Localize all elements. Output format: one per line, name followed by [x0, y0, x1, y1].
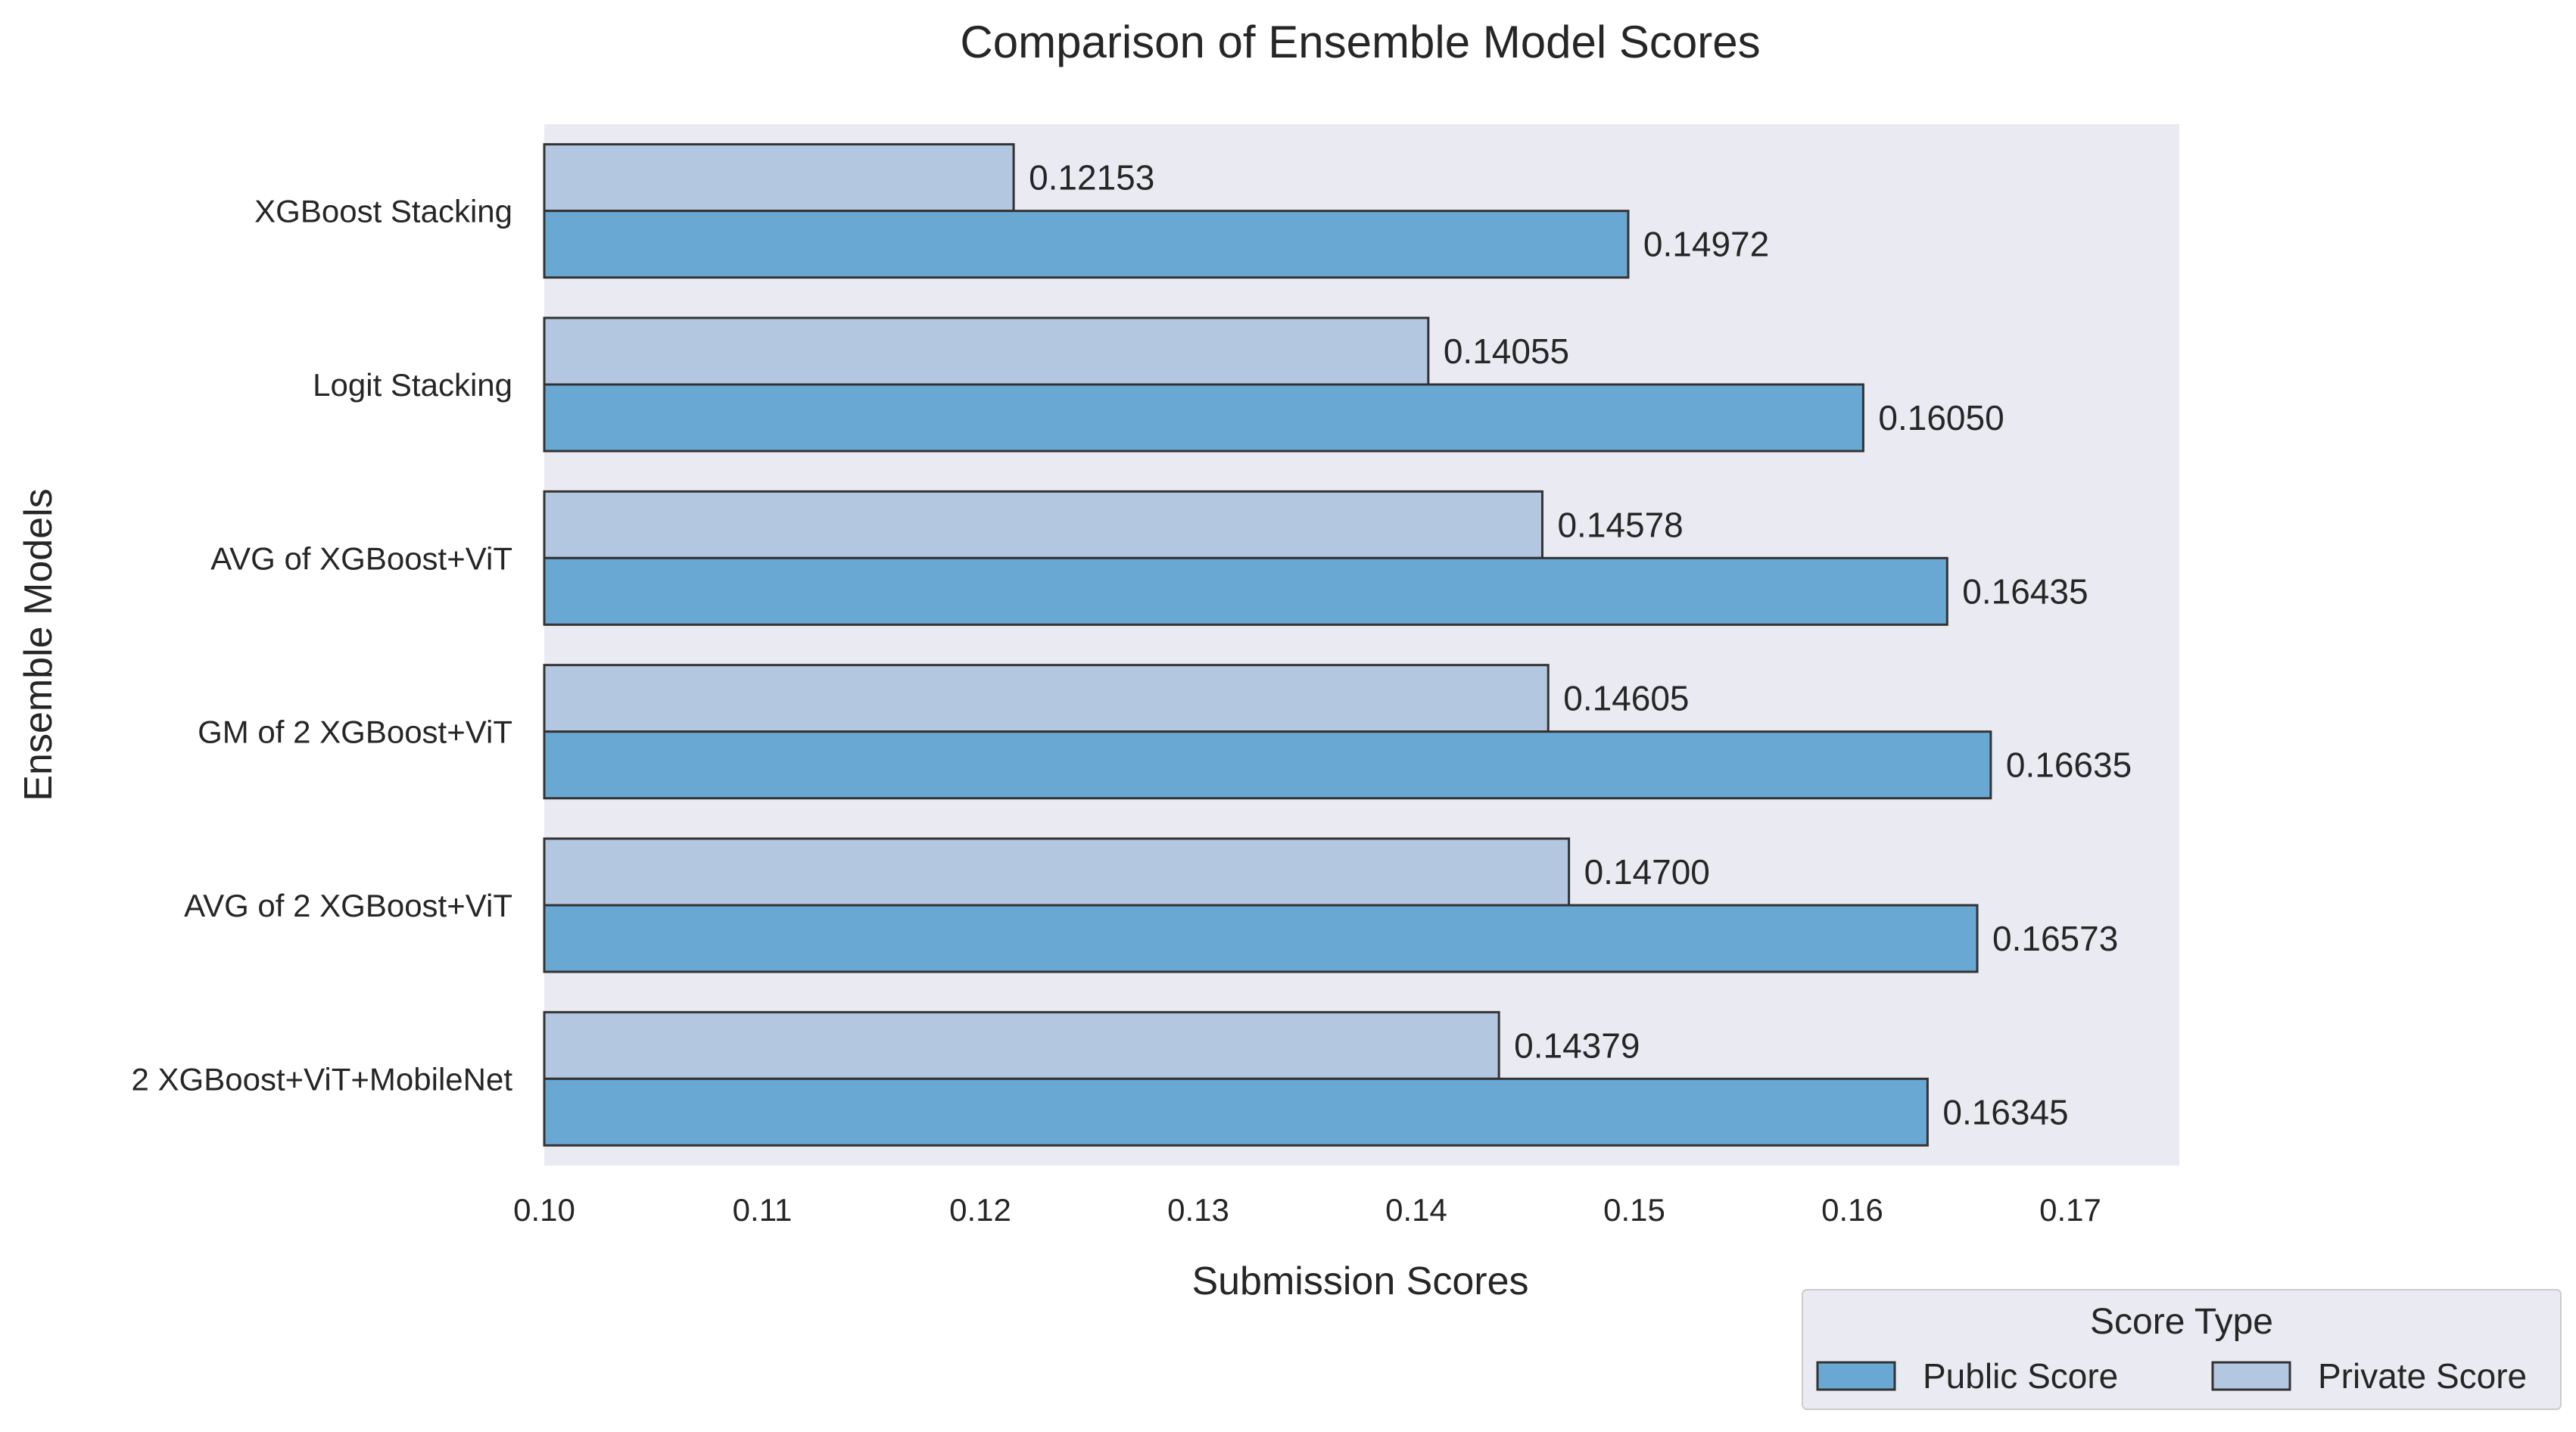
- y-tick-labels: XGBoost Stacking Logit Stacking AVG of XGB…: [132, 194, 513, 1097]
- data-label-private-score-avg-of-xgboost-vit: 0.14578: [1557, 505, 1683, 544]
- bar-private-score-avg-of-xgboost-vit: [543, 490, 1543, 559]
- data-label-public-score-gm-of-2-xgboost-vit: 0.16635: [2006, 746, 2132, 785]
- y-tick-label-2-xgboost-vit-mobilenet: 2 XGBoost+ViT+MobileNet: [132, 1061, 513, 1097]
- legend-swatch-public: [1816, 1361, 1896, 1391]
- legend-swatch-private: [2211, 1361, 2291, 1391]
- bar-private-score-2-xgboost-vit-mobilenet: [543, 1010, 1500, 1080]
- bar-public-score-avg-of-xgboost-vit: [543, 556, 1948, 626]
- data-label-private-score-xgboost-stacking: 0.12153: [1029, 158, 1154, 198]
- y-tick-label-gm-of-2-xgboost-vit: GM of 2 XGBoost+ViT: [198, 714, 512, 750]
- x-tick-label-1: 0.11: [733, 1192, 793, 1228]
- legend-label-public: Public Score: [1923, 1356, 2118, 1396]
- x-axis-label: Submission Scores: [1191, 1259, 1528, 1303]
- x-tick-label-6: 0.16: [1821, 1192, 1883, 1228]
- x-tick-label-3: 0.13: [1167, 1192, 1229, 1228]
- bar-public-score-xgboost-stacking: [543, 210, 1630, 279]
- bar-private-score-xgboost-stacking: [543, 143, 1015, 213]
- data-label-private-score-logit-stacking: 0.14055: [1444, 332, 1569, 371]
- x-tick-labels: 0.10 0.11 0.12 0.13 0.14 0.15 0.16 0.17: [513, 1192, 2101, 1228]
- bar-public-score-logit-stacking: [543, 383, 1864, 453]
- bar-public-score-avg-of-2-xgboost-vit: [543, 904, 1979, 973]
- legend-frame: [1802, 1289, 2562, 1410]
- data-label-private-score-avg-of-2-xgboost-vit: 0.14700: [1584, 852, 1710, 892]
- chart-title: Comparison of Ensemble Model Scores: [960, 17, 1760, 67]
- bar-public-score-gm-of-2-xgboost-vit: [543, 730, 1992, 800]
- y-tick-label-avg-of-2-xgboost-vit: AVG of 2 XGBoost+ViT: [184, 888, 512, 923]
- x-tick-label-7: 0.17: [2039, 1192, 2101, 1228]
- data-label-public-score-2-xgboost-vit-mobilenet: 0.16345: [1942, 1092, 2068, 1132]
- legend-title: Score Type: [2090, 1302, 2273, 1342]
- data-label-public-score-avg-of-2-xgboost-vit: 0.16573: [1992, 919, 2118, 958]
- y-axis-label: Ensemble Models: [17, 488, 61, 801]
- bar-public-score-2-xgboost-vit-mobilenet: [543, 1077, 1929, 1147]
- x-tick-label-2: 0.12: [949, 1192, 1011, 1228]
- bar-private-score-logit-stacking: [543, 316, 1430, 386]
- legend: Score Type Public Score Private Score: [1802, 1289, 2562, 1410]
- data-label-public-score-xgboost-stacking: 0.14972: [1643, 225, 1769, 264]
- y-tick-label-xgboost-stacking: XGBoost Stacking: [254, 194, 512, 229]
- data-label-public-score-avg-of-xgboost-vit: 0.16435: [1962, 571, 2088, 611]
- plot-area: [544, 124, 2179, 1166]
- y-tick-label-avg-of-xgboost-vit: AVG of XGBoost+ViT: [210, 540, 512, 576]
- bars: [543, 143, 1992, 1147]
- y-tick-label-logit-stacking: Logit Stacking: [313, 367, 512, 403]
- x-tick-label-5: 0.15: [1603, 1192, 1665, 1228]
- x-tick-label-4: 0.14: [1385, 1192, 1447, 1228]
- x-tick-label-0: 0.10: [513, 1192, 575, 1228]
- legend-label-private: Private Score: [2318, 1356, 2527, 1396]
- data-label-public-score-logit-stacking: 0.16050: [1878, 398, 2004, 437]
- data-label-private-score-2-xgboost-vit-mobilenet: 0.14379: [1514, 1026, 1640, 1065]
- bar-labels: 0.12153 0.14972 0.14055 0.16050 0.14578 0.164…: [1029, 158, 2132, 1132]
- data-label-private-score-gm-of-2-xgboost-vit: 0.14605: [1563, 679, 1689, 718]
- bar-private-score-avg-of-2-xgboost-vit: [543, 837, 1571, 907]
- bar-private-score-gm-of-2-xgboost-vit: [543, 664, 1550, 733]
